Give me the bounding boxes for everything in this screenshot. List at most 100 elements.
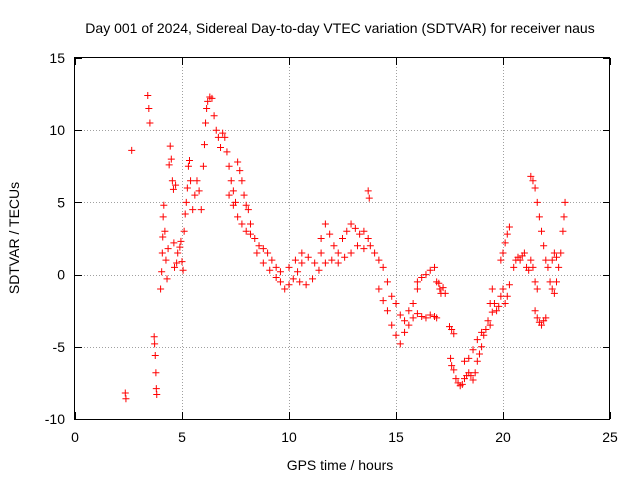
data-point-marker	[478, 343, 486, 351]
y-tick-label: 10	[49, 122, 65, 138]
data-point-marker	[478, 328, 486, 336]
data-point-marker	[484, 317, 492, 325]
y-tick-label: 0	[57, 267, 65, 283]
data-point-marker	[347, 220, 355, 228]
grid-lines	[75, 58, 610, 419]
data-point-marker	[471, 369, 479, 377]
data-point-marker	[557, 249, 565, 257]
data-point-marker	[179, 266, 187, 274]
data-point-marker	[304, 253, 312, 261]
data-point-marker	[150, 333, 158, 341]
data-point-marker	[244, 206, 252, 214]
data-point-marker	[204, 97, 212, 105]
data-point-marker	[560, 213, 568, 221]
data-point-marker	[392, 331, 400, 339]
data-point-marker	[259, 259, 267, 267]
data-point-marker	[473, 336, 481, 344]
data-point-marker	[493, 307, 501, 315]
data-point-marker	[177, 237, 185, 245]
data-point-marker	[199, 162, 207, 170]
data-point-marker	[505, 223, 513, 231]
data-point-marker	[505, 281, 513, 289]
data-point-marker	[158, 268, 166, 276]
data-point-marker	[168, 177, 176, 185]
x-tick-label: 10	[281, 429, 297, 445]
data-point-marker	[413, 285, 421, 293]
data-point-marker	[503, 230, 511, 238]
y-tick-label: 15	[49, 50, 65, 66]
data-point-marker	[401, 317, 409, 325]
data-point-marker	[212, 126, 220, 134]
data-point-marker	[490, 299, 498, 307]
data-point-marker	[166, 142, 174, 150]
data-point-marker	[264, 249, 272, 257]
data-point-marker	[178, 258, 186, 266]
data-point-marker	[144, 92, 152, 100]
data-point-marker	[559, 227, 567, 235]
data-point-marker	[364, 187, 372, 195]
data-point-marker	[163, 275, 171, 283]
data-point-marker	[542, 256, 550, 264]
data-point-marker	[151, 340, 159, 348]
data-point-marker	[272, 263, 280, 271]
data-point-marker	[259, 245, 267, 253]
data-point-marker	[121, 389, 129, 397]
data-point-marker	[548, 256, 556, 264]
data-point-marker	[146, 119, 154, 127]
data-point-marker	[210, 112, 218, 120]
data-point-marker	[285, 263, 293, 271]
data-point-marker	[550, 289, 558, 297]
data-point-marker	[388, 292, 396, 300]
plot-frame	[74, 57, 610, 420]
data-point-marker	[162, 256, 170, 264]
data-point-marker	[181, 210, 189, 218]
data-point-marker	[298, 249, 306, 257]
data-point-marker	[253, 249, 261, 257]
data-point-marker	[255, 242, 263, 250]
data-point-marker	[465, 354, 473, 362]
data-point-marker	[365, 194, 373, 202]
data-point-marker	[172, 181, 180, 189]
data-point-marker	[246, 230, 254, 238]
data-point-marker	[538, 321, 546, 329]
data-point-marker	[422, 314, 430, 322]
data-point-marker	[379, 263, 387, 271]
data-point-marker	[441, 289, 449, 297]
data-point-marker	[197, 206, 205, 214]
data-point-marker	[396, 311, 404, 319]
data-point-marker	[495, 302, 503, 310]
data-point-marker	[538, 227, 546, 235]
data-point-marker	[289, 275, 297, 283]
data-point-marker	[388, 321, 396, 329]
data-point-marker	[488, 285, 496, 293]
data-point-marker	[225, 191, 233, 199]
data-point-marker	[499, 285, 507, 293]
data-point-marker	[203, 105, 211, 113]
data-point-marker	[234, 158, 242, 166]
data-point-marker	[525, 266, 533, 274]
data-point-marker	[317, 235, 325, 242]
data-point-marker	[302, 281, 310, 289]
data-point-marker	[153, 390, 161, 398]
data-point-marker	[219, 129, 227, 137]
data-point-marker	[161, 227, 169, 235]
data-point-marker	[321, 259, 329, 267]
data-point-marker	[339, 235, 346, 242]
data-point-marker	[165, 161, 173, 169]
data-point-marker	[189, 206, 197, 214]
data-point-marker	[246, 220, 254, 228]
data-point-marker	[413, 310, 421, 318]
data-point-marker	[533, 314, 541, 322]
data-point-marker	[159, 233, 167, 241]
data-point-marker	[184, 162, 192, 170]
data-point-marker	[200, 141, 208, 149]
data-point-marker	[497, 256, 505, 264]
x-axis-label: GPS time / hours	[287, 457, 394, 473]
data-point-marker	[497, 292, 505, 300]
data-point-marker	[217, 144, 225, 152]
data-point-marker	[409, 299, 417, 307]
data-point-marker	[242, 227, 250, 235]
data-point-marker	[488, 308, 496, 316]
data-point-marker	[229, 201, 237, 209]
x-axis-ticks: 0 5 10 15 20 25	[71, 58, 618, 445]
